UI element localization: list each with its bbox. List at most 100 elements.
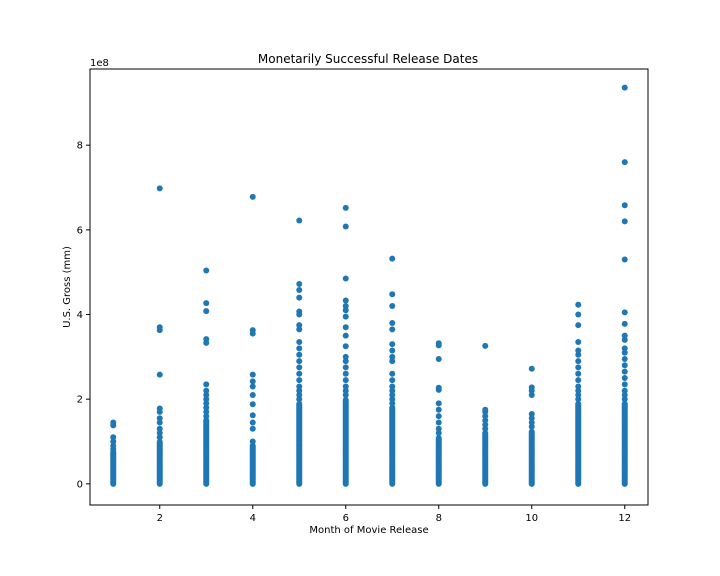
data-point — [296, 396, 303, 403]
data-point — [389, 396, 396, 403]
data-point — [621, 345, 628, 352]
data-point — [342, 383, 349, 390]
data-point — [296, 308, 303, 315]
data-point — [203, 308, 210, 315]
data-point — [296, 286, 303, 293]
data-point — [389, 303, 396, 310]
data-point — [621, 336, 628, 343]
data-point — [435, 419, 442, 426]
month-3-points — [203, 267, 210, 487]
data-point — [621, 400, 628, 407]
data-point — [203, 404, 210, 411]
y-tick-label: 2 — [77, 395, 83, 406]
data-point — [342, 358, 349, 365]
y-tick-label: 8 — [77, 141, 83, 152]
data-point — [110, 434, 117, 441]
data-point — [249, 327, 256, 334]
month-9-points — [482, 342, 489, 487]
data-point — [389, 400, 396, 407]
data-point — [575, 391, 582, 398]
month-8-points — [435, 340, 442, 487]
data-point — [342, 223, 349, 230]
data-point — [435, 355, 442, 362]
data-point — [528, 410, 535, 417]
data-point — [435, 430, 442, 437]
data-point — [342, 391, 349, 398]
month-5-points — [296, 217, 303, 487]
data-point — [203, 387, 210, 394]
data-point — [110, 419, 117, 426]
x-tick-label: 2 — [157, 513, 163, 524]
y-axis-ticks: 0 2 4 6 8 — [77, 141, 90, 490]
data-point — [528, 428, 535, 435]
data-points — [110, 84, 628, 487]
data-point — [621, 202, 628, 209]
y-tick-label: 0 — [77, 479, 83, 490]
data-point — [249, 442, 256, 449]
x-tick-label: 12 — [618, 513, 631, 524]
data-point — [203, 391, 210, 398]
data-point — [249, 401, 256, 408]
data-point — [203, 267, 210, 274]
data-point — [296, 281, 303, 288]
data-point — [528, 419, 535, 426]
y-tick-label: 6 — [77, 225, 83, 236]
data-point — [575, 396, 582, 403]
data-point — [249, 378, 256, 385]
y-offset-label: 1e8 — [90, 58, 109, 69]
data-point — [296, 364, 303, 371]
data-point — [249, 438, 256, 445]
data-point — [621, 375, 628, 382]
data-point — [389, 404, 396, 411]
data-point — [621, 362, 628, 369]
data-point — [528, 423, 535, 430]
data-point — [203, 336, 210, 343]
data-point — [342, 332, 349, 339]
data-point — [296, 358, 303, 365]
data-point — [110, 438, 117, 445]
data-point — [621, 387, 628, 394]
data-point — [296, 322, 303, 329]
data-point — [203, 413, 210, 420]
data-point — [342, 353, 349, 360]
data-point — [528, 391, 535, 398]
month-6-points — [342, 204, 349, 487]
month-12-points — [621, 84, 628, 487]
data-point — [156, 185, 163, 192]
data-point — [528, 365, 535, 372]
data-point — [342, 275, 349, 282]
data-point — [621, 368, 628, 375]
data-point — [296, 345, 303, 352]
data-point — [575, 351, 582, 358]
data-point — [249, 412, 256, 419]
data-point — [435, 435, 442, 442]
data-point — [621, 396, 628, 403]
data-point — [575, 387, 582, 394]
x-tick-label: 4 — [250, 513, 256, 524]
data-point — [203, 381, 210, 388]
x-tick-label: 6 — [343, 513, 349, 524]
data-point — [621, 320, 628, 327]
data-point — [110, 442, 117, 449]
data-point — [575, 358, 582, 365]
plot-frame — [89, 68, 649, 506]
data-point — [296, 391, 303, 398]
month-4-points — [249, 193, 256, 487]
month-7-points — [389, 255, 396, 487]
data-point — [389, 391, 396, 398]
data-point — [575, 383, 582, 390]
data-point — [389, 326, 396, 333]
data-point — [342, 343, 349, 350]
data-point — [389, 383, 396, 390]
x-tick-label: 8 — [436, 513, 442, 524]
data-point — [621, 332, 628, 339]
data-point — [342, 303, 349, 310]
data-point — [296, 400, 303, 407]
data-point — [203, 300, 210, 307]
y-axis-label: U.S. Gross (mm) — [62, 246, 73, 328]
data-point — [156, 438, 163, 445]
data-point — [203, 408, 210, 415]
month-11-points — [575, 301, 582, 487]
data-point — [156, 371, 163, 378]
data-point — [482, 406, 489, 413]
